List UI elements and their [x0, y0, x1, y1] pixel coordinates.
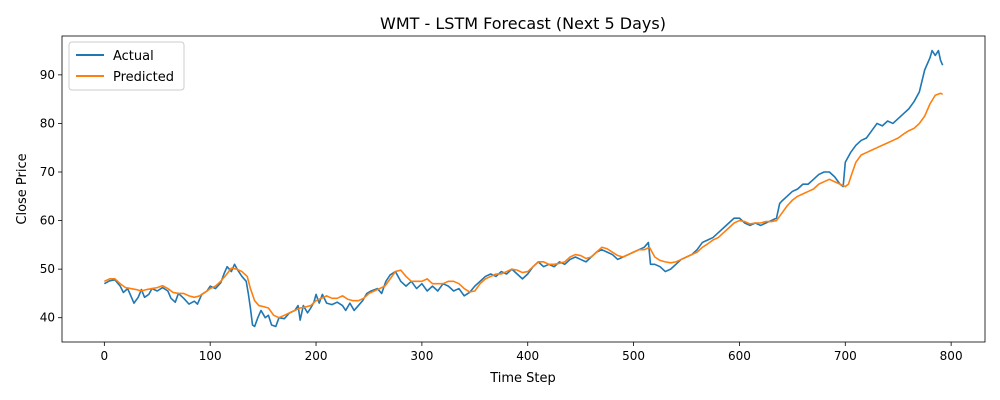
x-axis: 0 100 200 300 400 500 600 700 800 — [101, 342, 963, 363]
x-tick-label: 200 — [305, 349, 328, 363]
y-axis-label: Close Price — [15, 153, 30, 224]
x-tick-label: 300 — [410, 349, 433, 363]
y-tick-label: 60 — [40, 214, 55, 228]
legend: Actual Predicted — [68, 41, 185, 91]
chart-title: WMT - LSTM Forecast (Next 5 Days) — [380, 14, 666, 33]
y-tick-label: 40 — [40, 311, 55, 325]
x-tick-label: 400 — [516, 349, 539, 363]
legend-label-predicted: Predicted — [113, 70, 174, 85]
legend-label-actual: Actual — [113, 49, 154, 64]
x-tick-label: 500 — [622, 349, 645, 363]
x-tick-label: 0 — [101, 349, 109, 363]
plot-area — [61, 35, 986, 343]
x-axis-label: Time Step — [489, 371, 556, 386]
series-layer — [103, 49, 944, 328]
y-tick-label: 50 — [40, 262, 55, 276]
x-tick-label: 700 — [834, 349, 857, 363]
x-tick-label: 800 — [940, 349, 963, 363]
y-tick-label: 80 — [40, 116, 55, 130]
series-line-predicted — [104, 92, 943, 319]
x-tick-label: 100 — [199, 349, 222, 363]
x-tick-label: 600 — [728, 349, 751, 363]
y-axis: 40 50 60 70 80 90 — [40, 68, 62, 325]
y-tick-label: 90 — [40, 68, 55, 82]
y-tick-label: 70 — [40, 165, 55, 179]
